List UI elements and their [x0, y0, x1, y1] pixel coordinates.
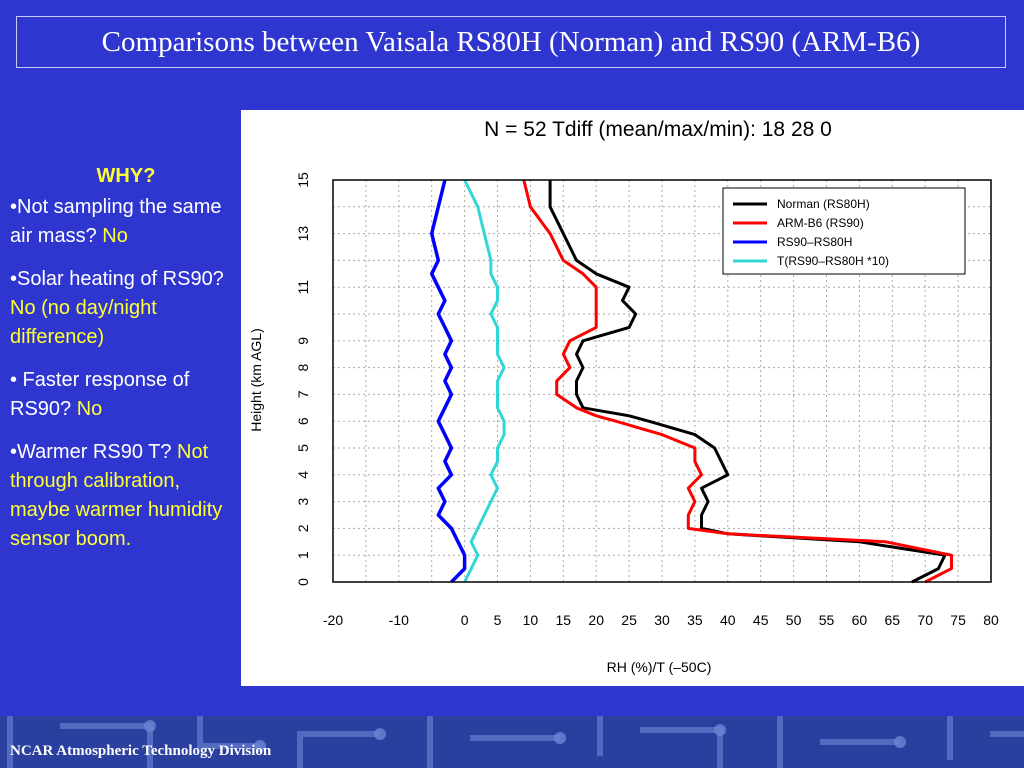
y-tick-label: 1 — [295, 551, 311, 559]
y-tick-label: 2 — [295, 524, 311, 532]
why-point-text: • Faster response of RS90? — [10, 369, 190, 420]
why-point-answer: No (no day/night difference) — [10, 297, 157, 348]
tick-labels: -20 -10 0 5 10 15 20 25 30 35 40 45 50 55 60 65 70 75 8001… — [295, 172, 999, 628]
x-tick-label: 15 — [556, 612, 572, 628]
x-axis-label: RH (%)/T (–50C) — [607, 659, 712, 675]
x-tick-label: -10 — [389, 612, 409, 628]
y-tick-label: 15 — [295, 172, 311, 188]
why-point-4: •Warmer RS90 T? Not through calibration,… — [10, 438, 242, 554]
x-tick-label: 70 — [917, 612, 933, 628]
why-point-1: •Not sampling the same air mass? No — [10, 193, 242, 251]
x-tick-label: 5 — [494, 612, 502, 628]
x-tick-label: 35 — [687, 612, 703, 628]
legend-label: RS90–RS80H — [777, 235, 852, 249]
why-point-answer: No — [102, 225, 128, 247]
legend-label: T(RS90–RS80H *10) — [777, 254, 889, 268]
x-tick-label: 40 — [720, 612, 736, 628]
footer-band: NCAR Atmospheric Technology Division — [0, 716, 1024, 768]
legend-label: Norman (RS80H) — [777, 197, 870, 211]
why-point-2: •Solar heating of RS90? No (no day/night… — [10, 265, 242, 352]
x-tick-label: 50 — [786, 612, 802, 628]
why-point-3: • Faster response of RS90? No — [10, 366, 242, 424]
circuit-pattern — [7, 716, 1024, 768]
x-tick-label: 45 — [753, 612, 769, 628]
x-tick-label: 30 — [654, 612, 670, 628]
x-tick-label: 75 — [950, 612, 966, 628]
y-axis-label: Height (km AGL) — [248, 328, 264, 431]
y-tick-label: 7 — [295, 390, 311, 398]
legend: Norman (RS80H) ARM-B6 (RS90) RS90–RS80H T(R… — [722, 187, 966, 275]
x-tick-label: 20 — [588, 612, 604, 628]
series-layer — [429, 179, 953, 584]
y-tick-label: 5 — [295, 444, 311, 452]
plot-frame — [332, 179, 992, 583]
y-tick-label: 0 — [295, 578, 311, 586]
x-tick-label: 0 — [461, 612, 469, 628]
why-point-answer: Not through calibration, maybe warmer hu… — [10, 441, 223, 550]
x-tick-label: 10 — [523, 612, 539, 628]
y-tick-label: 9 — [295, 337, 311, 345]
slide-title-text: Comparisons between Vaisala RS80H (Norma… — [101, 25, 921, 58]
footer-text: NCAR Atmospheric Technology Division — [10, 743, 272, 759]
x-tick-label: 55 — [819, 612, 835, 628]
y-tick-label: 4 — [295, 471, 311, 479]
series-line — [522, 179, 953, 584]
y-tick-label: 3 — [295, 497, 311, 505]
y-tick-label: 13 — [295, 226, 311, 242]
series-line — [429, 179, 467, 584]
x-tick-label: 65 — [885, 612, 901, 628]
chart-panel: N = 52 Tdiff (mean/max/min): 18 28 0 -20… — [241, 110, 1024, 686]
why-point-text: •Not sampling the same air mass? — [10, 196, 222, 247]
why-point-answer: No — [76, 398, 103, 420]
x-tick-label: 25 — [621, 612, 637, 628]
sounding-chart: N = 52 Tdiff (mean/max/min): 18 28 0 -20… — [248, 118, 999, 675]
y-tick-label: 6 — [295, 417, 311, 425]
why-panel: WHY? •Not sampling the same air mass? No… — [10, 162, 242, 568]
series-line — [463, 179, 506, 583]
why-point-text: •Warmer RS90 T? — [10, 441, 178, 463]
legend-label: ARM-B6 (RS90) — [777, 216, 864, 230]
chart-title: N = 52 Tdiff (mean/max/min): 18 28 0 — [484, 118, 832, 141]
x-tick-label: -20 — [323, 612, 343, 628]
x-tick-label: 80 — [983, 612, 999, 628]
why-point-text: •Solar heating of RS90? — [10, 268, 224, 290]
slide-title: Comparisons between Vaisala RS80H (Norma… — [16, 16, 1006, 68]
y-tick-label: 11 — [295, 280, 311, 295]
y-tick-label: 8 — [295, 363, 311, 371]
why-heading: WHY? — [96, 165, 156, 187]
x-tick-label: 60 — [852, 612, 868, 628]
